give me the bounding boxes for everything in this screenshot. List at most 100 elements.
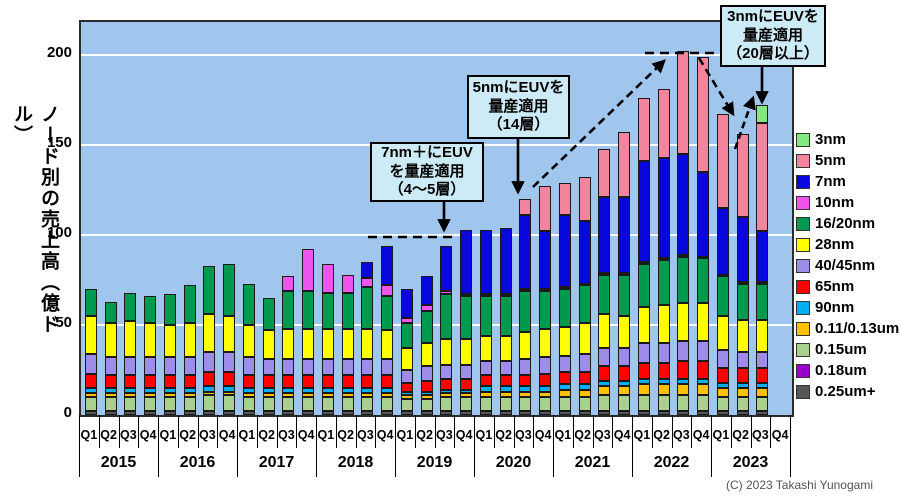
quarter-divider — [770, 415, 772, 448]
bar-segment-28nm-2018Q4 — [381, 330, 394, 360]
bar-segment-40/45nm-2017Q2 — [262, 359, 275, 376]
bar-segment-90nm-2019Q1 — [400, 391, 413, 396]
bar-segment-65nm-2022Q1 — [637, 362, 650, 379]
bar-segment-0.25um+-2015Q3 — [124, 411, 137, 415]
bar-segment-0.11/0.13um-2021Q4 — [618, 386, 631, 396]
bar-segment-16/20nm-2021Q4 — [618, 274, 631, 316]
quarter-label: Q1 — [80, 428, 98, 442]
bar-segment-40/45nm-2015Q4 — [144, 357, 157, 376]
quarter-divider — [651, 415, 653, 448]
quarter-label: Q1 — [712, 428, 730, 442]
bar-segment-7nm-2019Q1 — [400, 289, 413, 318]
bar-segment-16/20nm-2018Q4 — [381, 296, 394, 331]
bar-segment-0.15um-2018Q1 — [321, 397, 334, 412]
quarter-divider — [671, 415, 673, 448]
bar-segment-40/45nm-2018Q3 — [361, 359, 374, 376]
bar-segment-10nm-2017Q4 — [302, 249, 315, 291]
bar-segment-65nm-2016Q3 — [203, 371, 216, 387]
bar-segment-0.11/0.13um-2021Q3 — [598, 386, 611, 396]
bar-segment-28nm-2015Q1 — [84, 316, 97, 354]
legend-swatch-40/45nm — [796, 258, 810, 273]
bar-segment-0.11/0.13um-2015Q4 — [144, 393, 157, 397]
bar-segment-28nm-2016Q4 — [223, 316, 236, 352]
bar-segment-5nm-2021Q2 — [578, 177, 591, 221]
bar-segment-16/20nm-2019Q1 — [400, 323, 413, 349]
bar-segment-65nm-2022Q3 — [677, 361, 690, 379]
legend-label: 7nm — [815, 173, 846, 190]
bar-segment-65nm-2021Q4 — [618, 366, 631, 381]
bar-segment-0.15um-2016Q4 — [223, 395, 236, 412]
bar-segment-0.15um-2017Q3 — [282, 397, 295, 412]
bar-segment-90nm-2021Q3 — [598, 380, 611, 387]
bar-segment-40/45nm-2019Q3 — [440, 364, 453, 379]
bar-segment-0.15um-2021Q3 — [598, 395, 611, 412]
bar-segment-10nm-2022Q1 — [637, 262, 650, 264]
bar-segment-28nm-2021Q3 — [598, 314, 611, 349]
bar-segment-90nm-2022Q4 — [697, 379, 710, 385]
quarter-label: Q1 — [633, 428, 651, 442]
bar-segment-65nm-2016Q1 — [163, 375, 176, 388]
bar-segment-65nm-2018Q2 — [341, 375, 354, 388]
bar-segment-5nm-2023Q1 — [716, 114, 729, 208]
bar-segment-10nm-2018Q4 — [381, 285, 394, 297]
bar-segment-0.11/0.13um-2023Q1 — [716, 388, 729, 397]
bar-segment-65nm-2021Q2 — [578, 371, 591, 385]
quarter-label: Q1 — [238, 428, 256, 442]
bar-segment-0.25um+-2015Q1 — [84, 411, 97, 415]
year-label: 2020 — [495, 454, 532, 471]
bar-segment-28nm-2019Q2 — [420, 343, 433, 367]
bar-segment-0.11/0.13um-2022Q2 — [657, 384, 670, 396]
bar-segment-16/20nm-2017Q1 — [242, 283, 255, 325]
bar-segment-28nm-2023Q3 — [756, 319, 769, 352]
bar-segment-0.15um-2015Q4 — [144, 397, 157, 412]
bar-segment-0.15um-2019Q3 — [440, 397, 453, 412]
quarter-divider — [730, 415, 732, 448]
legend-label: 5nm — [815, 152, 846, 169]
bar-segment-7nm-2021Q4 — [618, 197, 631, 273]
bar-segment-90nm-2021Q1 — [558, 384, 571, 390]
bar-segment-16/20nm-2019Q2 — [420, 310, 433, 343]
bar-segment-0.11/0.13um-2023Q2 — [736, 388, 749, 397]
y-tick-label: 100 — [46, 224, 72, 241]
quarter-label: Q3 — [278, 428, 295, 442]
bar-segment-65nm-2020Q1 — [479, 375, 492, 387]
bar-segment-0.25um+-2018Q4 — [381, 411, 394, 415]
bar-segment-0.11/0.13um-2015Q3 — [124, 393, 137, 397]
bar-segment-28nm-2015Q3 — [124, 321, 137, 358]
bar-segment-16/20nm-2020Q4 — [539, 290, 552, 329]
bar-segment-7nm-2019Q2 — [420, 276, 433, 306]
quarter-divider — [414, 415, 416, 448]
legend-swatch-16/20nm — [796, 216, 810, 231]
bar-segment-40/45nm-2019Q2 — [420, 366, 433, 381]
bar-segment-7nm-2021Q2 — [578, 220, 591, 284]
bar-segment-0.15um-2017Q2 — [262, 397, 275, 412]
bar-segment-0.25um+-2017Q3 — [282, 411, 295, 415]
quarter-label: Q3 — [594, 428, 611, 442]
quarter-label: Q2 — [653, 428, 670, 442]
bar-segment-0.11/0.13um-2016Q1 — [163, 393, 176, 397]
year-divider — [474, 415, 475, 477]
bar-segment-40/45nm-2017Q1 — [242, 357, 255, 376]
legend-label: 65nm — [815, 278, 855, 295]
bar-segment-0.25um+-2016Q2 — [183, 411, 196, 415]
bar-segment-16/20nm-2015Q4 — [144, 296, 157, 324]
year-divider — [632, 415, 633, 477]
bar-segment-40/45nm-2023Q1 — [716, 350, 729, 369]
year-label: 2022 — [653, 454, 690, 471]
bar-segment-5nm-2020Q4 — [539, 186, 552, 232]
legend-label: 90nm — [815, 299, 855, 316]
quarter-divider — [118, 415, 120, 448]
bar-segment-7nm-2023Q3 — [756, 231, 769, 282]
bar-segment-40/45nm-2018Q1 — [321, 359, 334, 376]
bar-segment-0.25um+-2015Q4 — [144, 411, 157, 415]
bar-segment-65nm-2015Q4 — [144, 375, 157, 388]
bar-segment-0.25um+-2021Q2 — [578, 411, 591, 415]
bar-segment-40/45nm-2016Q4 — [223, 352, 236, 372]
gridline-200 — [81, 54, 792, 56]
legend-item-40/45nm: 40/45nm — [796, 255, 899, 276]
gridline-50 — [81, 324, 792, 326]
bar-segment-28nm-2022Q2 — [657, 305, 670, 343]
bar-segment-40/45nm-2022Q2 — [657, 343, 670, 363]
bar-segment-7nm-2022Q3 — [677, 154, 690, 255]
